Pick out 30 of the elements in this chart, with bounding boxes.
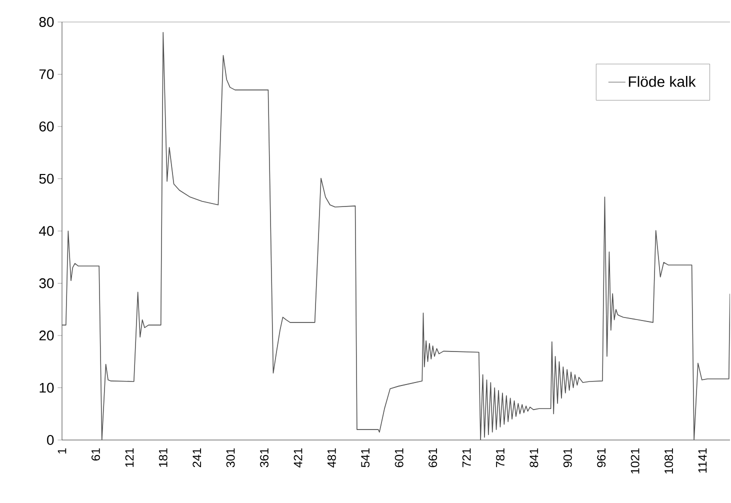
x-tick-label: 1: [58, 448, 66, 454]
x-tick-label: 1021: [630, 448, 640, 474]
x-tick-label: 721: [462, 448, 471, 468]
x-tick-label: 781: [496, 448, 504, 468]
x-tick-label: 1081: [664, 448, 673, 474]
x-tick-label: 661: [428, 448, 438, 468]
x-tick-label: 241: [192, 448, 202, 468]
x-tick-label: 901: [563, 448, 572, 468]
x-tick-label: 1141: [698, 448, 707, 473]
y-tick-label: 40: [39, 226, 54, 236]
legend-label: Flöde kalk: [628, 76, 696, 87]
y-tick-label: 70: [39, 69, 54, 80]
y-tick-label: 30: [39, 278, 54, 288]
y-tick-label: 60: [39, 122, 54, 132]
x-tick-label: 481: [327, 448, 336, 468]
x-tick-label: 421: [294, 448, 302, 468]
x-tick-label: 361: [260, 448, 268, 468]
y-tick-label: 80: [39, 17, 54, 27]
x-tick-label: 601: [394, 448, 404, 468]
y-tick-label: 10: [40, 382, 54, 393]
x-tick-label: 841: [530, 448, 538, 468]
x-tick-label: 181: [158, 448, 168, 467]
x-tick-label: 301: [226, 448, 235, 468]
x-tick-label: 61: [91, 448, 100, 460]
y-tick-label: 20: [39, 330, 54, 340]
y-tick-label: 0: [47, 435, 54, 445]
y-tick-label: 50: [39, 174, 54, 184]
x-tick-label: 961: [597, 448, 606, 468]
x-tick-label: 541: [361, 448, 370, 468]
x-tick-label: 121: [125, 448, 134, 467]
